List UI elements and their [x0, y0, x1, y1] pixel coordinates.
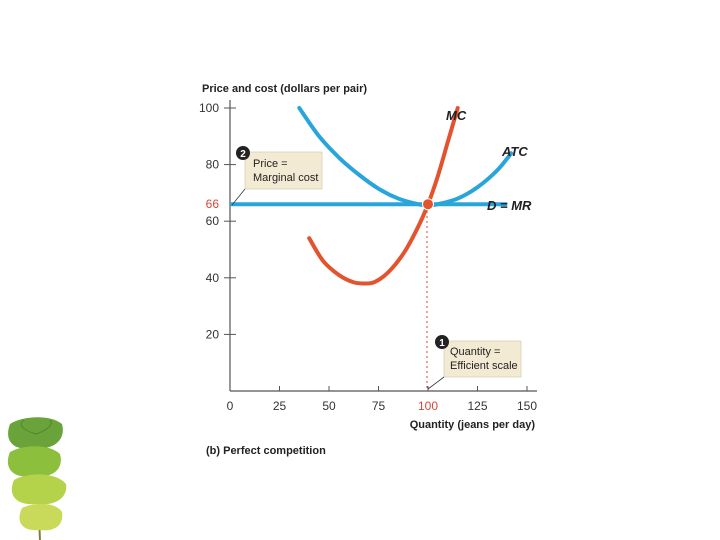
callout-quantity-efficient-scale: 1 Quantity = Efficient scale — [427, 335, 522, 390]
callout-number-badge — [236, 146, 250, 160]
x-tick-label: 0 — [227, 399, 234, 413]
x-axis-title: Quantity (jeans per day) — [410, 419, 536, 431]
callout-number: 2 — [240, 149, 246, 160]
equilibrium-point — [422, 198, 434, 211]
chart-caption: (b) Perfect competition — [206, 445, 326, 457]
callout-line: Efficient scale — [450, 360, 518, 372]
callout-price-marginal-cost: 2 Price = Marginal cost — [231, 146, 323, 206]
x-tick-label: 25 — [273, 399, 287, 413]
callout-line: Quantity = — [450, 346, 500, 358]
x-tick-label: 75 — [372, 399, 386, 413]
x-tick-label: 100 — [418, 399, 438, 413]
mc-curve-label: MC — [446, 108, 467, 123]
callout-box — [244, 151, 323, 190]
x-tick-label: 150 — [517, 399, 537, 413]
y-tick-label: 20 — [206, 327, 220, 341]
y-tick-label-highlight: 66 — [206, 197, 220, 211]
x-tick-label: 125 — [467, 399, 487, 413]
callout-box — [443, 340, 522, 378]
mc-curve — [307, 106, 460, 286]
ginkgo-leaf-icon — [7, 417, 67, 540]
y-axis-title: Price and cost (dollars per pair) — [202, 83, 367, 95]
y-tick-label: 40 — [206, 271, 220, 285]
callout-line: Marginal cost — [253, 172, 318, 184]
atc-curve-label: ATC — [501, 144, 528, 159]
y-tick-label: 80 — [206, 158, 220, 172]
callout-number: 1 — [439, 338, 445, 349]
callout-number-badge — [435, 335, 449, 349]
callout-leader — [427, 376, 445, 390]
y-tick-label: 60 — [206, 214, 220, 228]
atc-curve — [297, 106, 514, 208]
callout-leader — [231, 188, 246, 206]
demand-mr-label: D = MR — [487, 198, 532, 213]
callout-line: Price = — [253, 158, 288, 170]
y-tick-label: 100 — [199, 101, 219, 115]
x-tick-label: 50 — [322, 399, 336, 413]
